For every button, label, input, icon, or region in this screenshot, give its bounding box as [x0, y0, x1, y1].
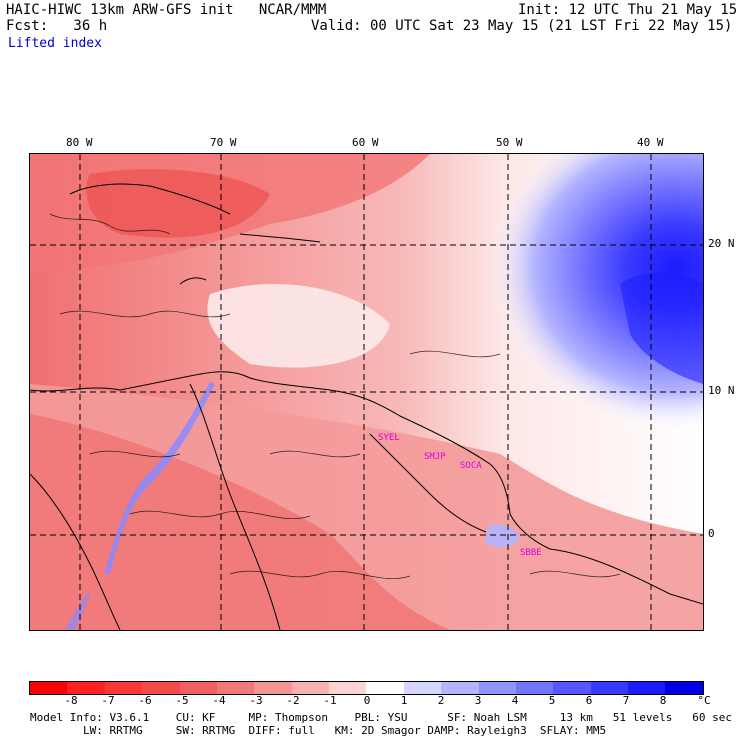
coastlines	[30, 183, 703, 630]
atlantic-stable-core	[620, 272, 703, 384]
station-label: SBBE	[520, 548, 542, 558]
colorbar-swatch	[104, 682, 143, 694]
colorbar-tick: -4	[212, 694, 226, 707]
init-time: Init: 12 UTC Thu 21 May 15	[518, 2, 738, 18]
colorbar-tick: 1	[400, 694, 408, 707]
lon-label: 70 W	[210, 136, 237, 149]
colorbar-tick: 3	[474, 694, 482, 707]
colorbar-tick: 4	[511, 694, 519, 707]
colorbar-swatch	[665, 682, 703, 694]
colorbar-swatch	[553, 682, 591, 694]
forecast-hour: Fcst: 36 h	[6, 18, 108, 34]
field-name: Lifted index	[8, 36, 102, 51]
colorbar-tick: 2	[437, 694, 445, 707]
colorbar-swatch	[403, 682, 442, 694]
map-field	[30, 154, 703, 630]
model-title: HAIC-HIWC 13km ARW-GFS init NCAR/MMM	[6, 2, 327, 18]
colorbar	[29, 681, 704, 695]
colorbar-swatch	[478, 682, 516, 694]
model-info-line2: LW: RRTMG SW: RRTMG DIFF: full KM: 2D Sm…	[30, 724, 607, 737]
model-info-line1: Model Info: V3.6.1 CU: KF MP: Thompson P…	[30, 711, 732, 724]
lat-label: 10 N	[708, 384, 735, 397]
colorbar-swatch	[590, 682, 628, 694]
colorbar-swatch	[291, 682, 329, 694]
colorbar-swatch	[515, 682, 554, 694]
central-pale-region	[207, 284, 390, 368]
lon-label: 60 W	[352, 136, 379, 149]
lat-label: 20 N	[708, 237, 735, 250]
lon-label: 40 W	[637, 136, 664, 149]
south-warm-core	[30, 414, 450, 630]
lifted-index-map	[29, 153, 704, 631]
colorbar-swatch	[329, 682, 367, 694]
colorbar-tick: 7	[622, 694, 630, 707]
colorbar-tick: -2	[286, 694, 300, 707]
graticule	[30, 154, 703, 630]
colorbar-unit: °C	[697, 694, 711, 707]
li-contours	[49, 213, 621, 580]
andes-stable-streak	[104, 382, 215, 574]
colorbar-swatch	[628, 682, 666, 694]
colorbar-swatch	[179, 682, 217, 694]
colorbar-swatch	[441, 682, 479, 694]
amazon-mouth-stable	[485, 524, 520, 548]
colorbar-swatch	[30, 682, 68, 694]
colorbar-swatch	[67, 682, 105, 694]
andes-stable-streak-south	[65, 592, 90, 630]
lat-label: 0	[708, 527, 715, 540]
colorbar-tick: -8	[64, 694, 78, 707]
colorbar-tick: -1	[323, 694, 337, 707]
colorbar-swatch	[142, 682, 180, 694]
colorbar-tick: 5	[548, 694, 556, 707]
colorbar-tick: -5	[175, 694, 189, 707]
colorbar-tick: -6	[138, 694, 152, 707]
colorbar-tick: -3	[249, 694, 263, 707]
station-label: SYEL	[378, 433, 400, 443]
colorbar-swatch	[216, 682, 255, 694]
hispaniola-warm-core	[86, 169, 270, 238]
station-label: SMJP	[424, 452, 446, 462]
station-label: SOCA	[460, 461, 482, 471]
colorbar-swatch	[366, 682, 404, 694]
valid-time: Valid: 00 UTC Sat 23 May 15 (21 LST Fri …	[311, 18, 733, 34]
lon-label: 80 W	[66, 136, 93, 149]
lon-label: 50 W	[496, 136, 523, 149]
colorbar-tick: -7	[101, 694, 115, 707]
colorbar-swatch	[254, 682, 292, 694]
colorbar-tick: 6	[585, 694, 593, 707]
colorbar-tick: 8	[659, 694, 667, 707]
colorbar-tick: 0	[363, 694, 371, 707]
